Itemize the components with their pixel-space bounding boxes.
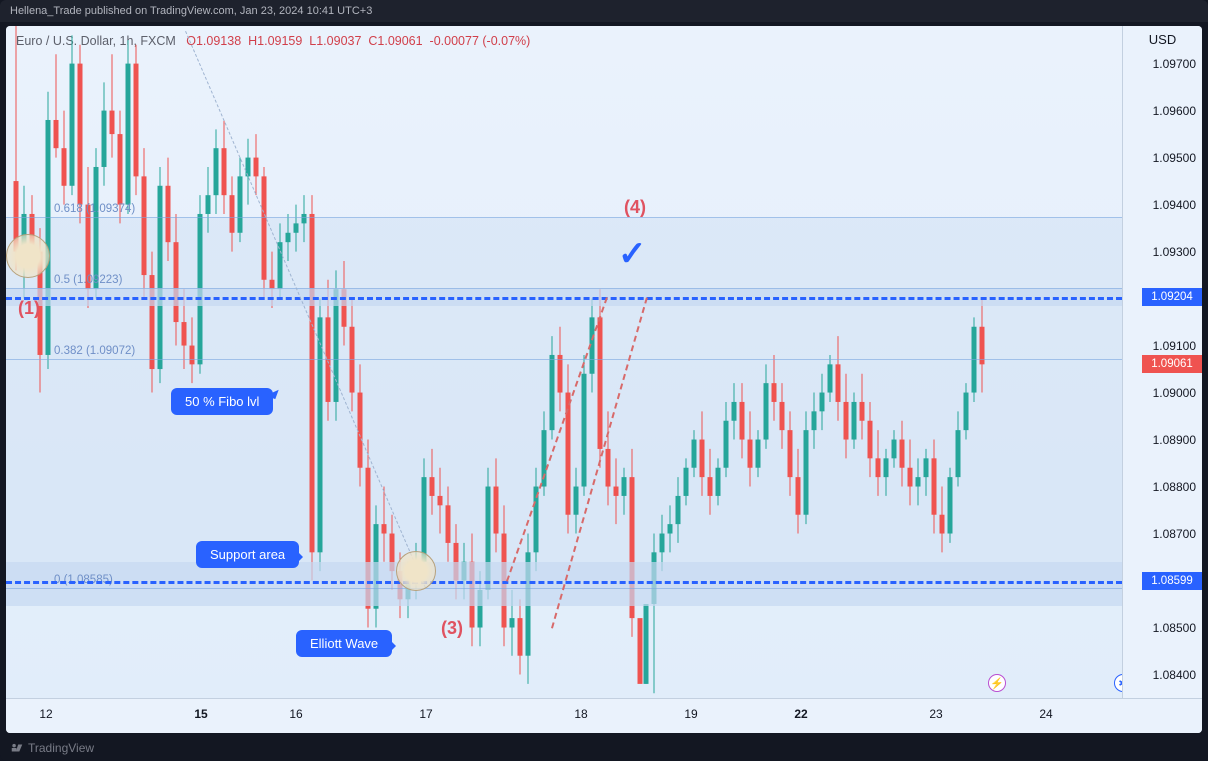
elliott-wave-label: (3) <box>441 618 463 639</box>
y-axis-tick: 1.08900 <box>1153 433 1196 447</box>
footer-brand: TradingView <box>10 741 94 755</box>
price-tag: 1.08599 <box>1142 572 1202 590</box>
y-axis-tick: 1.08500 <box>1153 621 1196 635</box>
highlight-circle <box>396 551 436 591</box>
x-axis-tick: 18 <box>574 707 587 721</box>
elliott-wave-label: (4) <box>624 197 646 218</box>
plot-area[interactable]: Euro / U.S. Dollar, 1h, FXCM O1.09138 H1… <box>6 26 1122 698</box>
publish-text: Hellena_Trade published on TradingView.c… <box>10 5 372 17</box>
target-dash-line <box>6 297 1122 300</box>
y-axis[interactable]: USD 1.09700 1.09600 1.09500 1.09400 1.09300 1… <box>1122 26 1202 698</box>
price-tag: 1.09061 <box>1142 355 1202 373</box>
elliott-wave-label: (1) <box>18 298 40 319</box>
fib-label: 0.382 (1.09072) <box>54 345 135 357</box>
y-axis-tick: 1.09500 <box>1153 151 1196 165</box>
y-axis-tick: 1.08400 <box>1153 668 1196 682</box>
callout-label: 50 % Fibo lvl <box>171 388 273 415</box>
x-axis-tick: 12 <box>39 707 52 721</box>
status-icon[interactable]: ⚡ <box>988 674 1006 692</box>
x-axis[interactable]: 12 15 16 17 18 19 22 23 24 <box>6 698 1202 733</box>
fib-line <box>6 359 1122 360</box>
y-axis-header: USD <box>1123 32 1202 47</box>
callout-label: Elliott Wave <box>296 630 392 657</box>
check-icon: ✓ <box>618 234 647 274</box>
x-axis-tick: 16 <box>289 707 302 721</box>
highlight-circle <box>6 234 50 278</box>
y-axis-tick: 1.08800 <box>1153 480 1196 494</box>
y-axis-tick: 1.09300 <box>1153 245 1196 259</box>
y-axis-tick: 1.08700 <box>1153 527 1196 541</box>
x-axis-tick: 23 <box>929 707 942 721</box>
chart-area[interactable]: Euro / U.S. Dollar, 1h, FXCM O1.09138 H1… <box>6 26 1202 733</box>
price-tag: 1.09204 <box>1142 288 1202 306</box>
y-axis-tick: 1.09100 <box>1153 339 1196 353</box>
x-axis-tick: 19 <box>684 707 697 721</box>
y-axis-tick: 1.09400 <box>1153 198 1196 212</box>
y-axis-tick: 1.09600 <box>1153 104 1196 118</box>
fib-label: 0.5 (1.09223) <box>54 274 122 286</box>
tradingview-logo-icon <box>10 741 24 755</box>
x-axis-tick: 24 <box>1039 707 1052 721</box>
x-axis-tick: 22 <box>794 707 807 721</box>
callout-label: Support area <box>196 541 299 568</box>
fib-label: 0.618 (1.09374) <box>54 203 135 215</box>
fib-line <box>6 288 1122 289</box>
x-axis-tick: 17 <box>419 707 432 721</box>
x-axis-tick: 15 <box>194 707 207 721</box>
publish-header: Hellena_Trade published on TradingView.c… <box>0 0 1208 22</box>
chart-container: Hellena_Trade published on TradingView.c… <box>0 0 1208 761</box>
y-axis-tick: 1.09700 <box>1153 57 1196 71</box>
fib-line <box>6 217 1122 218</box>
y-axis-tick: 1.09000 <box>1153 386 1196 400</box>
